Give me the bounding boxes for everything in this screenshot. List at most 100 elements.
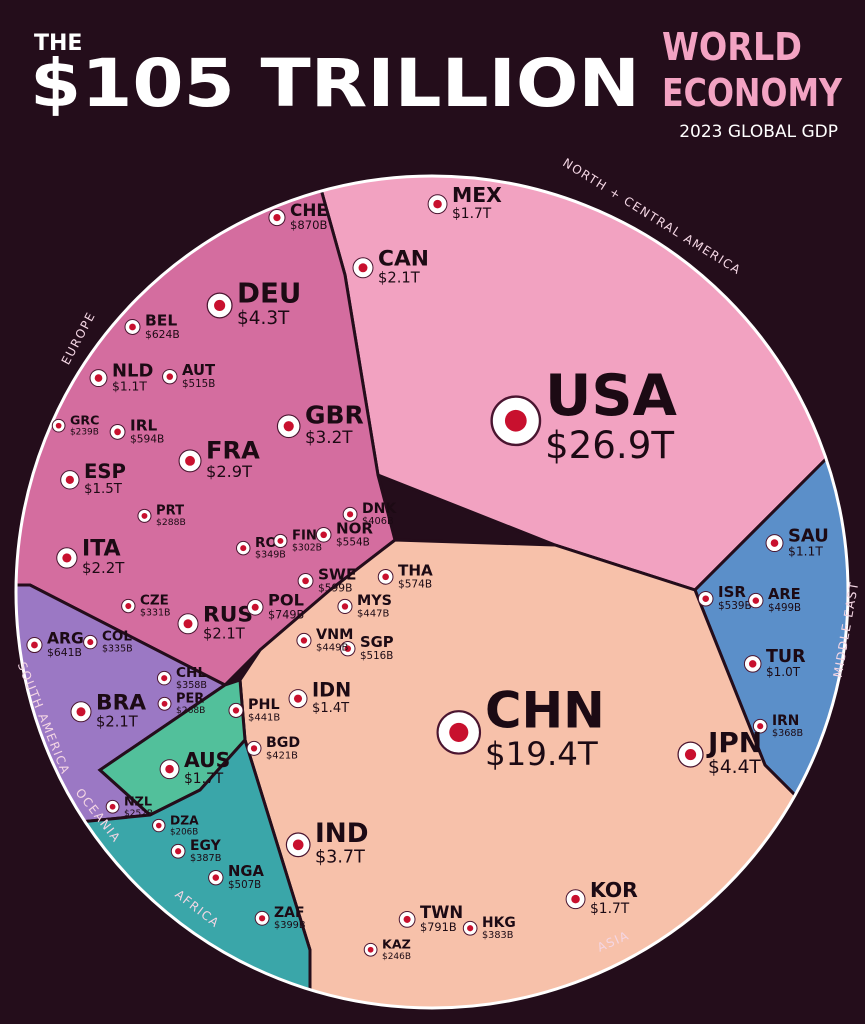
country-code: BGD	[266, 735, 300, 751]
country-value: $268B	[176, 706, 205, 716]
country-value: $554B	[336, 536, 370, 548]
country-code: ITA	[82, 537, 121, 562]
flag-dot	[161, 700, 168, 707]
country-value: $1.4T	[312, 701, 350, 716]
flag-dot	[232, 707, 240, 714]
flag-dot	[757, 723, 764, 730]
flag-dot	[467, 925, 474, 932]
country-value: $441B	[248, 712, 280, 723]
country-value: $599B	[318, 582, 352, 595]
country-value: $288B	[156, 517, 186, 528]
country-value: $358B	[176, 680, 207, 691]
flag-dot	[31, 641, 38, 649]
flag-dot	[258, 915, 266, 922]
country-value: $2.1T	[378, 270, 421, 287]
country-value: $1.5T	[84, 482, 123, 497]
country-code: TUR	[766, 647, 806, 667]
country-code: BRA	[96, 691, 146, 716]
country-value: $421B	[266, 750, 298, 761]
country-code: CHN	[485, 681, 605, 739]
country-value: $2.1T	[96, 714, 139, 731]
country-value: $368B	[772, 728, 803, 739]
country-code: CZE	[140, 594, 169, 609]
country-code: PHL	[248, 697, 280, 713]
outline	[14, 174, 850, 1010]
country-value: $1.1T	[788, 544, 823, 558]
country-code: IDN	[312, 679, 351, 702]
title-right-line: WORLD	[662, 25, 802, 69]
country-code: POL	[268, 591, 304, 610]
flag-dot	[748, 660, 757, 668]
country-code: DEU	[237, 277, 301, 310]
country-code: USA	[545, 363, 677, 429]
flag-dot	[702, 595, 709, 603]
country-code: KAZ	[382, 936, 411, 951]
country-code: NOR	[336, 519, 373, 537]
country-value: $507B	[228, 879, 261, 891]
country-value: $791B	[420, 920, 457, 934]
flag-dot	[403, 915, 411, 923]
flag-dot	[183, 619, 193, 629]
country-code: NGA	[228, 863, 264, 880]
country-code: TWN	[420, 903, 463, 922]
country-code: CHL	[176, 665, 206, 681]
flag-dot	[283, 421, 294, 432]
flag-dot	[214, 299, 226, 312]
country-code: ESP	[84, 460, 126, 483]
flag-dot	[240, 545, 247, 552]
flag-dot	[346, 511, 354, 518]
country-value: $4.4T	[708, 757, 761, 778]
country-value: $302B	[292, 542, 322, 553]
country-value: $749B	[268, 609, 304, 622]
country-value: $624B	[145, 328, 180, 341]
country-code: CAN	[378, 247, 429, 272]
country-value: $19.4T	[485, 735, 598, 773]
country-value: $252B	[124, 809, 153, 819]
country-code: ARG	[47, 629, 84, 647]
flag-dot	[175, 848, 182, 855]
country-value: $4.3T	[237, 308, 290, 329]
flag-dot	[165, 764, 174, 774]
flag-dot	[292, 839, 304, 851]
country-code: NZL	[124, 794, 152, 809]
country-value: $331B	[140, 608, 171, 619]
country-value: $2.1T	[203, 626, 246, 643]
flag-dot	[449, 722, 469, 742]
flag-dot	[344, 645, 352, 652]
country-code: AUT	[182, 362, 216, 379]
country-value: $3.2T	[305, 427, 353, 447]
country-code: SAU	[788, 525, 829, 546]
flag-dot	[571, 894, 580, 904]
flag-dot	[752, 597, 760, 604]
flag-dot	[129, 323, 136, 331]
country-value: $206B	[170, 827, 198, 837]
country-value: $1.7T	[184, 771, 224, 787]
flag-dot	[273, 213, 281, 222]
flag-dot	[55, 422, 62, 429]
country-code: JPN	[706, 726, 762, 759]
flag-dot	[341, 603, 349, 610]
country-value: $2.9T	[206, 462, 252, 481]
country-value: $387B	[190, 853, 221, 864]
country-value: $399B	[274, 920, 306, 931]
country-code: AUS	[184, 748, 230, 772]
flag-dot	[94, 374, 103, 382]
country-code: MYS	[357, 593, 392, 609]
country-code: COL	[102, 629, 132, 645]
country-value: $515B	[182, 378, 215, 390]
chart-title: $105 TRILLION	[30, 45, 640, 122]
country-code: FIN	[292, 529, 317, 544]
flag-dot	[161, 675, 168, 682]
country-code: THA	[398, 561, 433, 579]
country-code: IRN	[772, 713, 799, 729]
flag-dot	[65, 475, 74, 484]
country-code: IND	[315, 819, 369, 849]
flag-dot	[212, 874, 220, 881]
flag-dot	[302, 577, 309, 585]
title-right-line: ECONOMY	[662, 71, 842, 115]
country-code: GBR	[305, 401, 364, 430]
flag-dot	[277, 537, 284, 544]
country-code: VNM	[316, 627, 353, 643]
flag-dot	[185, 455, 195, 466]
